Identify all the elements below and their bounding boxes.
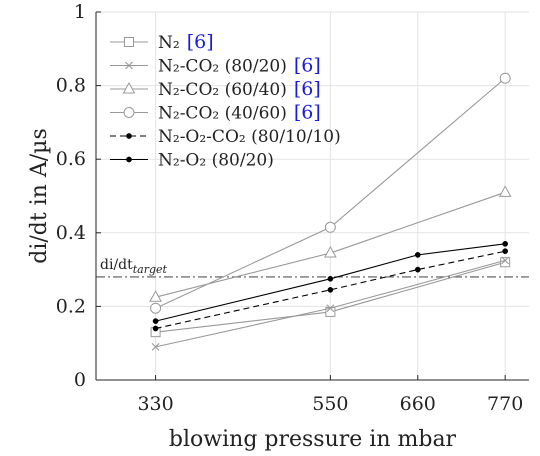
x-axis-title: blowing pressure in mbar xyxy=(169,427,457,452)
data-point xyxy=(326,304,335,313)
legend-label: N₂-CO₂ (80/20) [6] xyxy=(158,55,321,77)
legend-entry-2: N₂-CO₂ (80/20) [6] xyxy=(110,55,321,77)
series-5 xyxy=(152,248,509,332)
series-line xyxy=(155,250,506,330)
data-point xyxy=(327,275,334,282)
legend-label: N₂-CO₂ (40/60) [6] xyxy=(158,102,321,124)
legend-marker xyxy=(122,81,136,94)
reference-line-subscript: target xyxy=(133,263,168,276)
series-3 xyxy=(149,185,512,302)
legend-label: N₂-O₂ (80/20) xyxy=(158,151,274,171)
y-axis-title: di/dt in A/µs xyxy=(27,128,52,264)
data-point xyxy=(151,342,160,351)
data-point xyxy=(150,302,162,314)
data-point xyxy=(498,185,512,197)
y-tick-label: 0.4 xyxy=(56,222,86,244)
series-2 xyxy=(151,256,510,351)
legend-entry-4: N₂-CO₂ (40/60) [6] xyxy=(110,102,321,124)
y-tick-label: 0.8 xyxy=(56,75,86,97)
legend-citation: [6] xyxy=(187,31,214,53)
data-point xyxy=(501,256,510,265)
reference-line-label: di/dttarget xyxy=(100,257,168,276)
data-point xyxy=(502,248,509,255)
legend-entry-3: N₂-CO₂ (60/40) [6] xyxy=(110,78,321,100)
data-point xyxy=(500,257,511,268)
legend-label: N₂-CO₂ (60/40) [6] xyxy=(158,78,321,100)
legend-label: N₂ [6] xyxy=(158,31,214,53)
legend-entry-1: N₂ [6] xyxy=(110,31,214,53)
y-tick-label: 0.6 xyxy=(56,148,86,170)
series-line xyxy=(155,243,506,322)
data-point xyxy=(152,325,159,332)
legend-label: N₂-O₂-CO₂ (80/10/10) xyxy=(158,127,341,147)
x-tick-label: 550 xyxy=(312,393,348,415)
legend-marker xyxy=(126,156,132,163)
legend-marker xyxy=(124,37,134,47)
data-point xyxy=(324,246,337,258)
series-6 xyxy=(152,240,509,324)
data-point xyxy=(414,252,421,258)
legend-citation: [6] xyxy=(294,78,321,100)
legend-citation: [6] xyxy=(294,102,321,124)
legend-marker xyxy=(126,133,132,139)
legend-marker xyxy=(123,107,135,118)
data-point xyxy=(324,221,336,233)
series-group xyxy=(149,72,512,351)
series-4 xyxy=(150,72,511,314)
x-tick-label: 660 xyxy=(400,393,436,415)
data-point xyxy=(149,290,162,302)
data-point xyxy=(152,318,159,324)
y-tick-label: 0.2 xyxy=(56,295,86,317)
y-tick-label: 0 xyxy=(74,369,86,391)
x-tick-label: 770 xyxy=(487,393,523,415)
data-point xyxy=(414,266,421,273)
legend-marker xyxy=(125,61,133,70)
y-tick-label: 1 xyxy=(74,1,86,23)
legend: N₂ [6]N₂-CO₂ (80/20) [6]N₂-CO₂ (60/40) [6]N… xyxy=(110,31,341,171)
x-tick-label: 330 xyxy=(137,393,173,415)
data-point xyxy=(325,306,336,317)
data-point xyxy=(499,72,511,84)
legend-entry-5: N₂-O₂-CO₂ (80/10/10) xyxy=(110,127,341,147)
data-point xyxy=(502,240,509,247)
data-point xyxy=(327,286,334,293)
tick-labels: 0 0.2 0.4 0.6 0.8 1 330 550 660 770 xyxy=(56,1,524,415)
axes xyxy=(95,11,529,381)
axis-titles: blowing pressure in mbar di/dt in A/µs xyxy=(27,128,457,452)
legend-entry-6: N₂-O₂ (80/20) xyxy=(110,151,274,171)
legend-citation: [6] xyxy=(294,55,321,77)
